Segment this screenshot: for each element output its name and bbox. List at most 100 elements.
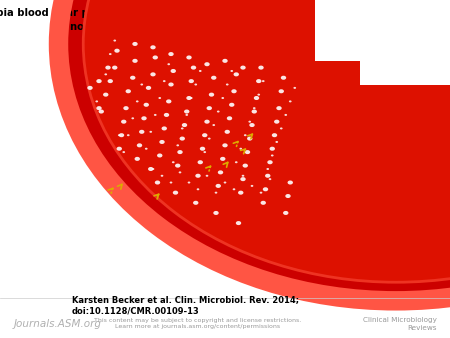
Circle shape xyxy=(212,124,215,126)
Circle shape xyxy=(193,201,198,205)
Circle shape xyxy=(231,89,237,93)
Circle shape xyxy=(186,55,192,59)
Ellipse shape xyxy=(83,0,450,282)
Circle shape xyxy=(149,131,152,133)
Circle shape xyxy=(249,123,255,127)
Circle shape xyxy=(168,82,174,87)
Circle shape xyxy=(197,188,199,190)
Circle shape xyxy=(247,137,252,141)
Circle shape xyxy=(262,80,265,82)
Circle shape xyxy=(163,80,166,82)
Circle shape xyxy=(164,113,169,117)
Circle shape xyxy=(96,79,102,83)
Text: Karsten Becker et al. Clin. Microbiol. Rev. 2014;
doi:10.1128/CMR.00109-13: Karsten Becker et al. Clin. Microbiol. R… xyxy=(72,295,299,316)
Circle shape xyxy=(131,117,134,119)
Circle shape xyxy=(171,69,176,73)
Circle shape xyxy=(234,72,239,76)
Circle shape xyxy=(221,97,224,99)
Circle shape xyxy=(167,63,170,65)
Circle shape xyxy=(202,133,207,137)
Circle shape xyxy=(265,174,270,178)
Circle shape xyxy=(181,127,184,129)
Circle shape xyxy=(260,192,262,194)
Text: This content may be subject to copyright and license restrictions.
Learn more at: This content may be subject to copyright… xyxy=(94,318,302,330)
Circle shape xyxy=(155,180,160,185)
Bar xyxy=(315,0,450,61)
Circle shape xyxy=(198,160,203,164)
Circle shape xyxy=(226,83,229,86)
Circle shape xyxy=(195,174,201,178)
Bar xyxy=(360,0,450,84)
Circle shape xyxy=(103,93,108,97)
Circle shape xyxy=(141,116,147,120)
Circle shape xyxy=(204,120,210,124)
Circle shape xyxy=(270,147,275,151)
Circle shape xyxy=(272,133,277,137)
Circle shape xyxy=(288,180,293,185)
Circle shape xyxy=(105,66,111,70)
Circle shape xyxy=(218,170,223,174)
Circle shape xyxy=(108,79,113,83)
Circle shape xyxy=(258,66,264,70)
Circle shape xyxy=(224,182,226,184)
Circle shape xyxy=(189,79,194,83)
Circle shape xyxy=(154,114,157,116)
Circle shape xyxy=(208,138,211,140)
Circle shape xyxy=(279,89,284,93)
Circle shape xyxy=(248,121,251,123)
Circle shape xyxy=(159,140,165,144)
Circle shape xyxy=(217,111,220,113)
Circle shape xyxy=(200,147,205,151)
Circle shape xyxy=(256,79,261,83)
Circle shape xyxy=(144,103,149,107)
Circle shape xyxy=(284,114,287,116)
Circle shape xyxy=(194,83,197,86)
Text: Columbia blood agar plate showing an isogenic S. epidermidis strain pair display: Columbia blood agar plate showing an iso… xyxy=(0,8,450,32)
Circle shape xyxy=(146,86,151,90)
Circle shape xyxy=(135,157,140,161)
Circle shape xyxy=(139,130,144,134)
Circle shape xyxy=(87,86,93,90)
Circle shape xyxy=(263,187,268,191)
Circle shape xyxy=(274,120,279,124)
Circle shape xyxy=(253,107,256,109)
Circle shape xyxy=(184,110,189,114)
Circle shape xyxy=(176,144,179,146)
Text: Clinical Microbiology
Reviews: Clinical Microbiology Reviews xyxy=(363,317,436,331)
Circle shape xyxy=(117,147,122,151)
Circle shape xyxy=(229,103,234,107)
Circle shape xyxy=(122,151,125,153)
Circle shape xyxy=(213,211,219,215)
Circle shape xyxy=(252,110,257,114)
Circle shape xyxy=(199,70,202,72)
Circle shape xyxy=(207,106,212,110)
Circle shape xyxy=(283,211,288,215)
Circle shape xyxy=(113,40,116,42)
Text: Journals.ASM.org: Journals.ASM.org xyxy=(14,319,102,329)
Circle shape xyxy=(136,100,139,102)
Circle shape xyxy=(182,123,187,127)
Circle shape xyxy=(114,49,120,53)
Circle shape xyxy=(126,89,131,93)
Circle shape xyxy=(209,93,214,97)
Circle shape xyxy=(244,134,247,136)
Circle shape xyxy=(222,143,228,147)
Circle shape xyxy=(152,168,154,170)
Circle shape xyxy=(186,96,192,100)
Circle shape xyxy=(267,160,273,164)
Circle shape xyxy=(127,134,130,136)
Circle shape xyxy=(153,55,158,59)
Circle shape xyxy=(148,167,153,171)
Circle shape xyxy=(104,73,107,75)
Circle shape xyxy=(145,148,148,150)
Circle shape xyxy=(285,194,291,198)
Circle shape xyxy=(211,76,216,80)
Circle shape xyxy=(166,99,171,103)
Circle shape xyxy=(161,175,163,177)
Circle shape xyxy=(123,106,129,110)
Circle shape xyxy=(251,185,253,187)
Circle shape xyxy=(173,191,178,195)
Circle shape xyxy=(180,137,185,141)
Circle shape xyxy=(239,148,242,150)
Circle shape xyxy=(276,106,282,110)
